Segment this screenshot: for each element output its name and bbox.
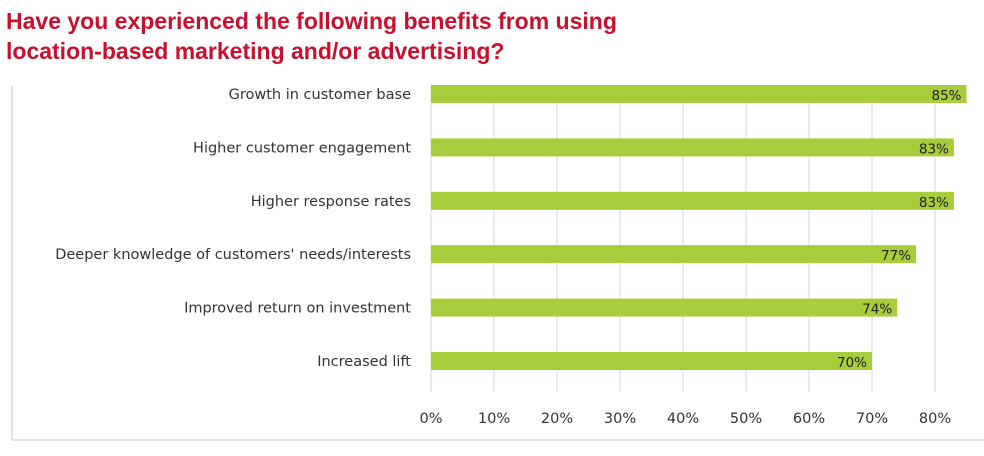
bar (431, 138, 954, 157)
bars (431, 85, 967, 370)
x-tick-label: 80% (919, 411, 951, 427)
gridlines (430, 86, 936, 392)
bar (431, 298, 898, 317)
data-label: 74% (862, 302, 892, 318)
data-label: 70% (837, 355, 867, 371)
bar (431, 352, 872, 370)
data-label: 83% (919, 141, 949, 157)
x-tick-labels: 0% 10% 20% 30% 40% 50% 60% 70% 80% (419, 411, 951, 427)
chart-title-line-1: Have you experienced the following benef… (6, 8, 617, 34)
x-tick-label: 0% (419, 411, 442, 427)
chart-title-line-2: location-based marketing and/or advertis… (6, 38, 505, 64)
x-tick-label: 70% (856, 411, 888, 427)
category-label: Higher response rates (251, 194, 411, 210)
x-tick-label: 50% (730, 411, 762, 427)
data-label: 83% (919, 195, 949, 211)
x-tick-label: 30% (604, 411, 636, 427)
bar (431, 245, 917, 264)
data-label: 85% (931, 88, 961, 104)
x-tick-label: 60% (793, 411, 825, 427)
category-labels: Growth in customer base Higher customer e… (55, 87, 411, 370)
category-label: Increased lift (317, 354, 411, 370)
category-label: Growth in customer base (229, 87, 411, 103)
chart-title: Have you experienced the following benef… (6, 6, 906, 66)
x-tick-label: 20% (541, 411, 573, 427)
x-tick-label: 10% (478, 411, 510, 427)
category-label: Higher customer engagement (193, 140, 411, 156)
category-label: Improved return on investment (184, 301, 411, 317)
bar (431, 191, 954, 210)
data-label: 77% (881, 248, 911, 264)
x-tick-label: 40% (667, 411, 699, 427)
bar (431, 85, 967, 103)
data-labels: 85% 83% 83% 77% 74% 70% (837, 88, 962, 371)
category-label: Deeper knowledge of customers' needs/int… (55, 247, 411, 263)
